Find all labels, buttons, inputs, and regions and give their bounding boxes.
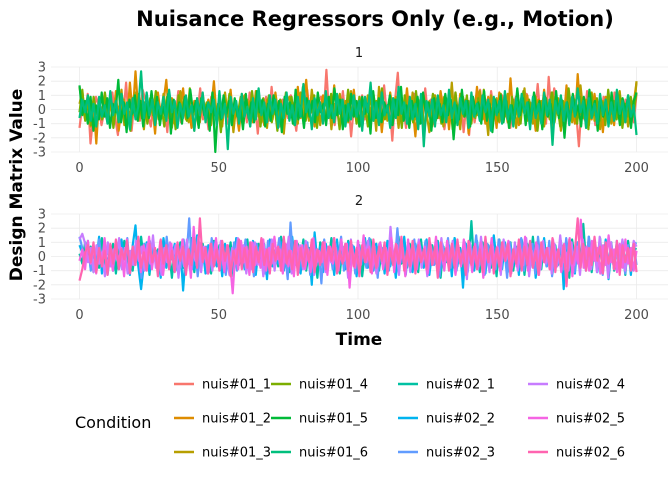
y-tick-label: 3 xyxy=(38,61,46,76)
y-tick-label: 0 xyxy=(38,250,46,265)
legend-label-nuis#02_1: nuis#02_1 xyxy=(426,378,495,393)
x-tick-label: 100 xyxy=(346,308,371,323)
y-tick-label: -1 xyxy=(33,264,46,279)
y-tick-label: -2 xyxy=(33,278,46,293)
legend-label-nuis#01_3: nuis#01_3 xyxy=(202,446,271,461)
y-tick-label: 3 xyxy=(38,208,46,223)
legend-label-nuis#01_6: nuis#01_6 xyxy=(299,446,368,461)
x-tick-label: 100 xyxy=(346,161,371,176)
panel-2-series xyxy=(78,217,638,295)
panel-1-series xyxy=(78,68,638,154)
y-tick-label: 0 xyxy=(38,103,46,118)
x-tick-label: 200 xyxy=(624,308,649,323)
y-tick-label: 2 xyxy=(38,75,46,90)
legend-label-nuis#01_5: nuis#01_5 xyxy=(299,412,368,427)
legend: Condition nuis#01_1nuis#01_2nuis#01_3nui… xyxy=(75,378,625,461)
chart-title: Nuisance Regressors Only (e.g., Motion) xyxy=(136,7,614,31)
y-tick-label: 2 xyxy=(38,222,46,237)
legend-title: Condition xyxy=(75,413,151,432)
y-tick-label: -2 xyxy=(33,131,46,146)
x-tick-label: 50 xyxy=(210,308,227,323)
x-tick-label: 0 xyxy=(75,161,83,176)
x-tick-label: 200 xyxy=(624,161,649,176)
x-tick-label: 50 xyxy=(210,161,227,176)
y-tick-label: -3 xyxy=(33,146,46,161)
y-tick-label: -1 xyxy=(33,117,46,132)
panel-2-x-ticks: 0 50 100 150 200 xyxy=(75,308,649,323)
legend-label-nuis#01_1: nuis#01_1 xyxy=(202,378,271,393)
y-axis-title: Design Matrix Value xyxy=(7,89,27,282)
series-line-nuis#02_6 xyxy=(78,217,638,288)
x-axis-title: Time xyxy=(336,330,383,350)
legend-items: nuis#01_1nuis#01_2nuis#01_3nuis#01_4nuis… xyxy=(174,378,625,461)
panel-2-strip-label: 2 xyxy=(355,194,363,209)
y-tick-label: 1 xyxy=(38,236,46,251)
legend-label-nuis#02_2: nuis#02_2 xyxy=(426,412,495,427)
series-line-nuis#01_6 xyxy=(78,70,638,151)
legend-label-nuis#02_4: nuis#02_4 xyxy=(556,378,625,393)
legend-label-nuis#02_3: nuis#02_3 xyxy=(426,446,495,461)
legend-label-nuis#01_2: nuis#01_2 xyxy=(202,412,271,427)
x-tick-label: 150 xyxy=(485,161,510,176)
y-tick-label: 1 xyxy=(38,89,46,104)
panel-1-x-ticks: 0 50 100 150 200 xyxy=(75,161,649,176)
y-tick-label: -3 xyxy=(33,293,46,308)
x-tick-label: 150 xyxy=(485,308,510,323)
x-tick-label: 0 xyxy=(75,308,83,323)
panel-1-strip-label: 1 xyxy=(355,46,363,61)
legend-label-nuis#02_5: nuis#02_5 xyxy=(556,412,625,427)
legend-label-nuis#01_4: nuis#01_4 xyxy=(299,378,368,393)
legend-label-nuis#02_6: nuis#02_6 xyxy=(556,446,625,461)
